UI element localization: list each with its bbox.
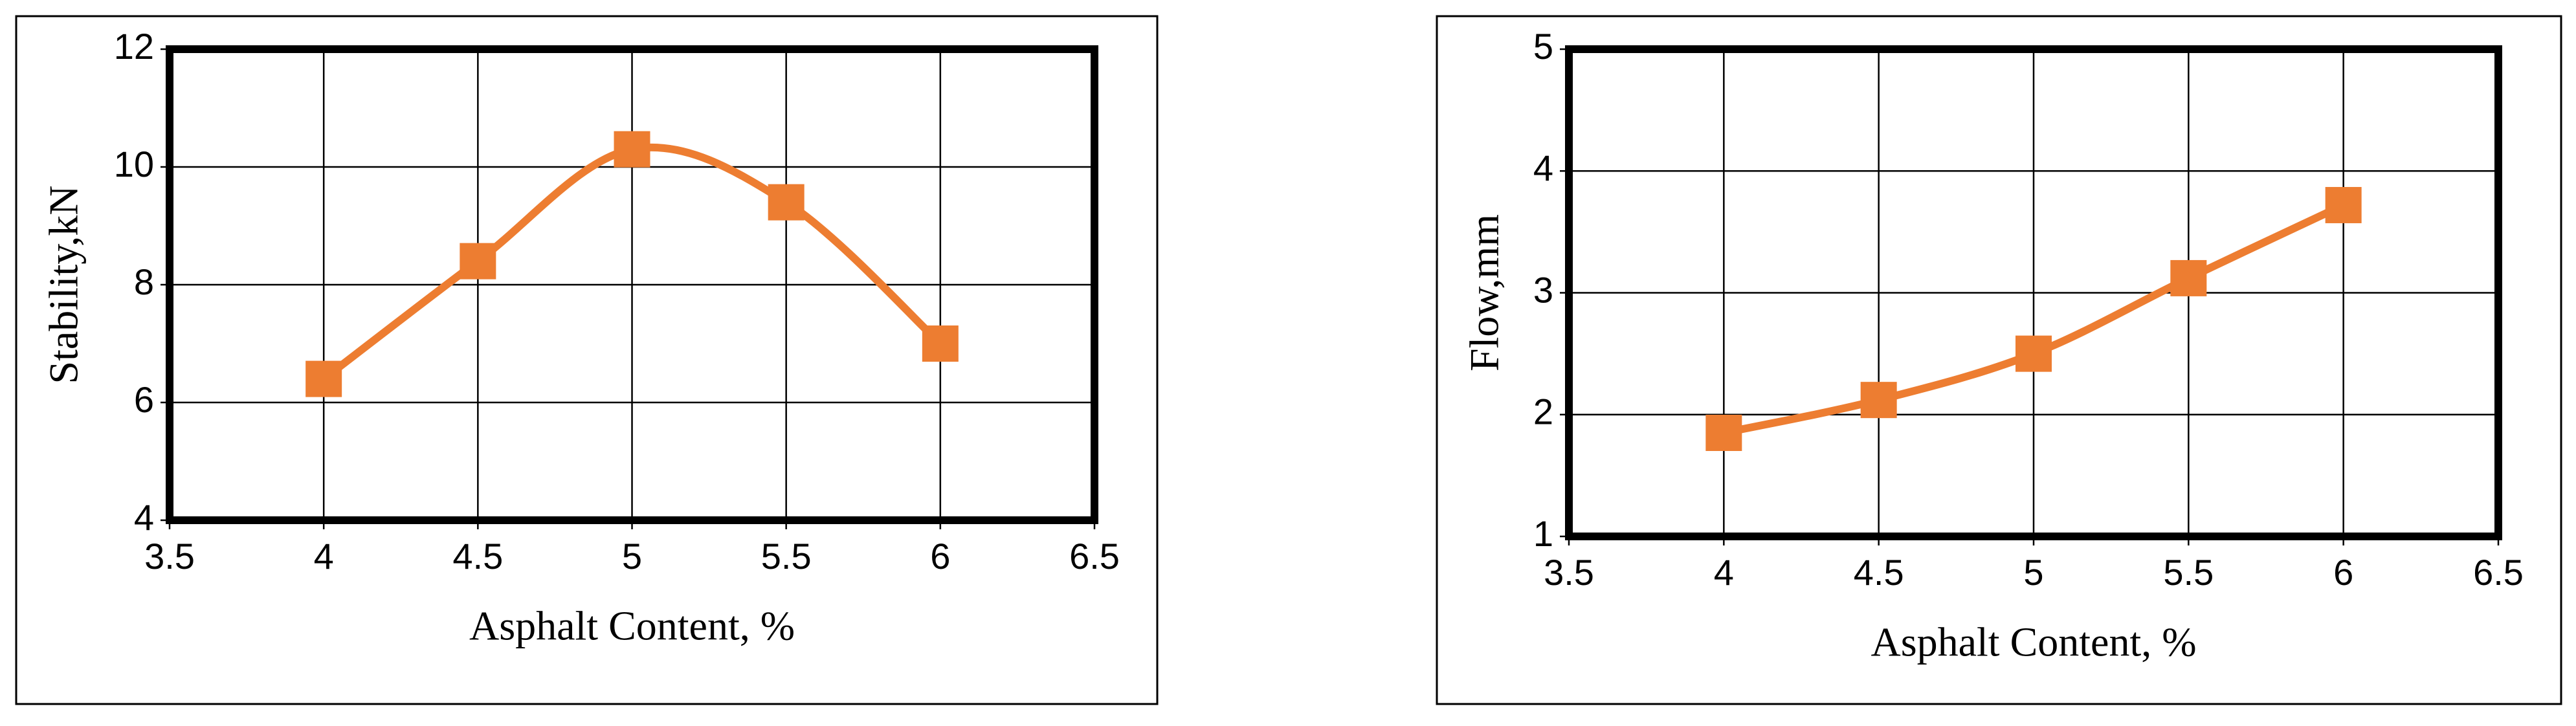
x-tick-label: 4 (314, 536, 334, 577)
marker (614, 131, 650, 168)
marker (1860, 382, 1897, 419)
x-tick-label: 5.5 (2163, 552, 2214, 593)
y-tick-label: 4 (1533, 148, 1553, 188)
x-tick-label: 6 (2333, 552, 2353, 593)
y-tick-label: 8 (134, 261, 154, 302)
plot-border (166, 45, 1098, 524)
x-tick-label: 4.5 (1854, 552, 1904, 593)
x-axis-title: Asphalt Content, % (1871, 619, 2196, 665)
y-tick-label: 4 (134, 497, 154, 538)
panel-frame (1436, 15, 2562, 705)
x-axis-title: Asphalt Content, % (469, 603, 795, 649)
y-tick-label: 6 (134, 379, 154, 420)
y-axis-title: Stability,kN (41, 186, 87, 384)
plot-border (1565, 45, 2502, 540)
marker (2170, 259, 2207, 296)
marker (1705, 414, 1742, 451)
x-tick-label: 4.5 (452, 536, 503, 577)
marker (305, 360, 342, 397)
x-tick-label: 5 (2023, 552, 2043, 593)
x-tick-label: 3.5 (1544, 552, 1594, 593)
y-tick-label: 12 (114, 26, 154, 67)
y-axis-title: Flow,mm (1461, 214, 1507, 371)
y-tick-label: 5 (1533, 26, 1553, 67)
y-tick-label: 1 (1533, 513, 1553, 554)
marker (922, 325, 959, 362)
marker (2015, 335, 2052, 372)
x-tick-label: 5 (622, 536, 642, 577)
x-tick-label: 4 (1714, 552, 1734, 593)
marker (460, 243, 496, 280)
y-tick-label: 10 (114, 144, 154, 184)
panel-frame (15, 15, 1159, 705)
y-tick-label: 3 (1533, 269, 1553, 310)
marker (768, 184, 805, 221)
x-tick-label: 6.5 (2473, 552, 2524, 593)
x-tick-label: 5.5 (761, 536, 812, 577)
x-tick-label: 3.5 (144, 536, 195, 577)
x-tick-label: 6 (930, 536, 950, 577)
marker (2325, 186, 2362, 223)
x-tick-label: 6.5 (1069, 536, 1120, 577)
y-tick-label: 2 (1533, 391, 1553, 432)
